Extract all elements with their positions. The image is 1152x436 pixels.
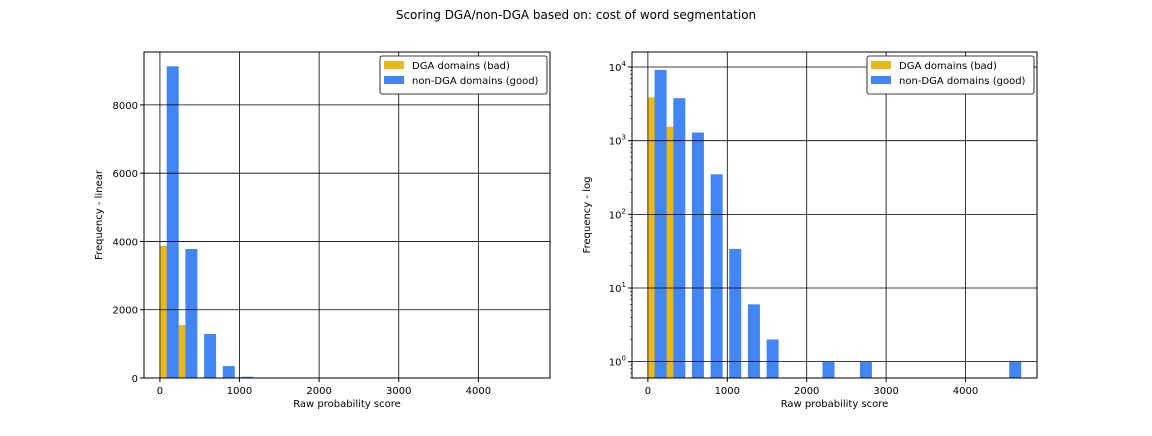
legend-swatch-dga <box>384 61 404 69</box>
y-tick-label: 102 <box>609 207 626 221</box>
log-bar-nondga <box>747 304 760 378</box>
x-tick-label: 0 <box>157 386 163 397</box>
plot-frame <box>143 51 551 379</box>
y-tick-label: 4000 <box>113 237 138 248</box>
linear-bar-nondga <box>185 249 198 378</box>
x-tick-label: 3000 <box>873 386 898 397</box>
linear-bar-nondga <box>166 66 179 379</box>
legend-label-dga: DGA domains (bad) <box>899 61 997 72</box>
log-histogram-plot: 0 1000 2000 3000 4000 100 101 102 103 104 Raw prob… <box>582 51 1038 410</box>
x-tick-label: 3000 <box>386 386 411 397</box>
log-bar-nondga <box>673 98 686 378</box>
x-tick-label: 1000 <box>715 386 740 397</box>
log-bar-nondga <box>766 339 779 378</box>
log-bar-nondga <box>729 248 742 378</box>
y-tick-label: 101 <box>609 281 626 295</box>
x-tick-label: 2000 <box>306 386 331 397</box>
log-bar-nondga <box>859 361 872 378</box>
x-tick-label: 4000 <box>953 386 978 397</box>
linear-bar-nondga <box>241 376 254 378</box>
log-bar-nondga <box>1009 361 1022 378</box>
log-bar-nondga <box>822 361 835 378</box>
x-tick-label: 0 <box>645 386 651 397</box>
linear-bar-nondga <box>204 334 217 378</box>
legend-box <box>866 55 1035 95</box>
y-tick-label: 2000 <box>113 306 138 317</box>
y-tick-label: 6000 <box>113 169 138 180</box>
log-bar-nondga <box>691 132 704 378</box>
linear-bar-nondga <box>222 366 235 378</box>
legend-swatch-nondga <box>871 76 891 84</box>
x-axis-label: Raw probability score <box>293 399 401 410</box>
plot-frame <box>631 51 1038 379</box>
x-axis-label: Raw probability score <box>781 399 889 410</box>
legend-label-nondga: non-DGA domains (good) <box>412 76 539 87</box>
log-bar-nondga <box>710 174 723 378</box>
figure-title: Scoring DGA/non-DGA based on: cost of wo… <box>396 8 756 22</box>
legend-swatch-dga <box>871 61 891 69</box>
legend: DGA domains (bad) non-DGA domains (good) <box>866 55 1035 95</box>
log-bar-nondga <box>654 69 667 379</box>
y-tick-label: 103 <box>609 134 626 148</box>
legend: DGA domains (bad) non-DGA domains (good) <box>379 55 548 95</box>
legend-label-dga: DGA domains (bad) <box>412 61 510 72</box>
x-tick-label: 1000 <box>227 386 252 397</box>
legend-box <box>379 55 548 95</box>
x-tick-label: 4000 <box>466 386 491 397</box>
x-tick-label: 2000 <box>794 386 819 397</box>
y-tick-label: 0 <box>132 374 138 385</box>
y-tick-label: 104 <box>609 60 627 74</box>
legend-label-nondga: non-DGA domains (good) <box>899 76 1026 87</box>
y-tick-label: 8000 <box>113 101 138 112</box>
y-tick-label: 100 <box>609 355 626 369</box>
legend-swatch-nondga <box>384 76 404 84</box>
linear-histogram-plot: 0 1000 2000 3000 4000 0 2000 4000 6000 8000 Raw pr… <box>94 51 551 410</box>
y-axis-label: Frequency - linear <box>94 169 105 260</box>
y-axis-label: Frequency - log <box>582 177 593 254</box>
